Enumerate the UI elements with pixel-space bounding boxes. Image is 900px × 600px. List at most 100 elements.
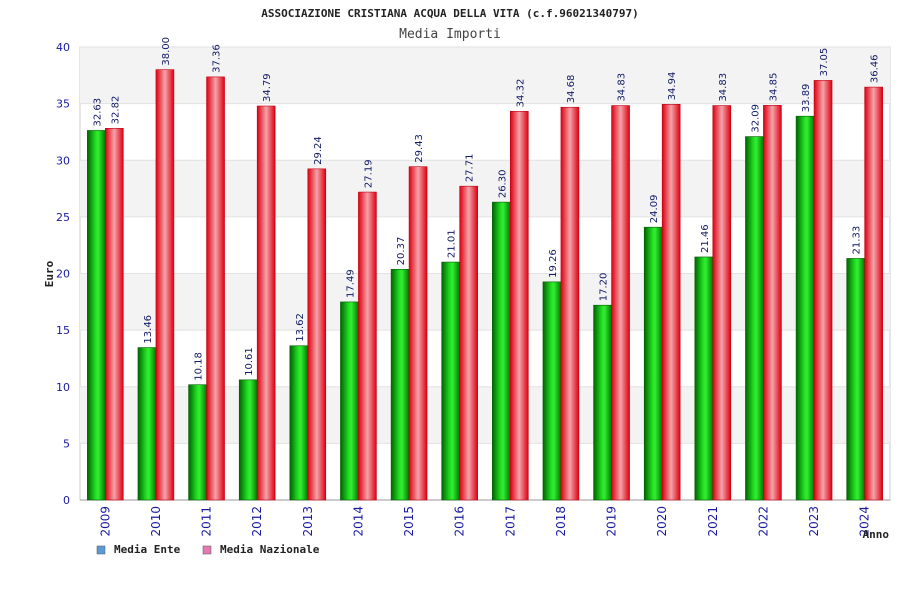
bar-media-ente-2017 xyxy=(492,201,511,501)
bar-media-ente-2021 xyxy=(694,256,714,501)
bar-media-nazionale-2018 xyxy=(560,106,580,501)
bar-media-ente-2016 xyxy=(441,261,460,501)
y-tick-label: 35 xyxy=(56,98,70,111)
value-label-media-nazionale-2010: 38.00 xyxy=(161,37,172,66)
bar-media-nazionale-2023 xyxy=(813,80,833,501)
value-label-media-nazionale-2018: 34.68 xyxy=(566,75,577,104)
bar-media-nazionale-2017 xyxy=(510,111,529,501)
bar-media-ente-2015 xyxy=(390,269,410,501)
bar-media-nazionale-2022 xyxy=(763,105,782,501)
legend-swatch-media-nazionale xyxy=(202,545,212,555)
value-label-media-nazionale-2020: 34.94 xyxy=(667,72,678,101)
bar-media-ente-2011 xyxy=(188,384,207,501)
bar-media-nazionale-2010 xyxy=(155,69,175,501)
x-axis-label: Anno xyxy=(863,528,890,541)
value-label-media-ente-2017: 26.30 xyxy=(497,170,508,199)
value-label-media-ente-2010: 13.46 xyxy=(143,315,154,344)
bar-media-ente-2019 xyxy=(593,304,612,501)
x-tick-label-2023: 2023 xyxy=(807,506,821,537)
value-label-media-ente-2009: 32.63 xyxy=(92,98,103,127)
y-tick-label: 0 xyxy=(63,494,70,507)
value-label-media-nazionale-2017: 34.32 xyxy=(515,79,526,108)
value-label-media-nazionale-2016: 27.71 xyxy=(465,154,476,183)
value-label-media-nazionale-2014: 27.19 xyxy=(363,159,374,188)
value-label-media-ente-2012: 10.61 xyxy=(244,347,255,376)
x-tick-label-2012: 2012 xyxy=(250,506,264,537)
x-tick-label-2016: 2016 xyxy=(453,506,467,537)
value-label-media-nazionale-2011: 37.36 xyxy=(212,44,223,73)
value-label-media-ente-2013: 13.62 xyxy=(295,313,306,342)
value-label-media-ente-2018: 19.26 xyxy=(548,249,559,278)
x-tick-label-2018: 2018 xyxy=(554,506,568,537)
x-tick-label-2013: 2013 xyxy=(301,506,315,537)
y-tick-label: 25 xyxy=(56,211,70,224)
legend-swatch-media-ente xyxy=(96,545,106,555)
y-tick-label: 40 xyxy=(56,41,70,54)
bar-media-nazionale-2016 xyxy=(459,185,478,501)
x-tick-label-2019: 2019 xyxy=(605,506,619,537)
x-tick-label-2011: 2011 xyxy=(200,506,214,537)
chart-title: ASSOCIAZIONE CRISTIANA ACQUA DELLA VITA … xyxy=(261,7,639,20)
value-label-media-ente-2011: 10.18 xyxy=(194,352,205,381)
bar-media-ente-2014 xyxy=(340,301,359,501)
y-tick-label: 30 xyxy=(56,154,70,167)
value-label-media-ente-2014: 17.49 xyxy=(345,269,356,298)
x-tick-label-2017: 2017 xyxy=(503,506,517,537)
bar-media-ente-2020 xyxy=(643,226,663,501)
x-tick-label-2014: 2014 xyxy=(351,506,365,537)
legend-label-media-nazionale: Media Nazionale xyxy=(220,543,320,556)
value-label-media-ente-2022: 32.09 xyxy=(750,104,761,133)
value-label-media-ente-2021: 21.46 xyxy=(700,224,711,253)
bar-media-nazionale-2019 xyxy=(611,105,630,501)
bar-media-nazionale-2012 xyxy=(256,105,276,501)
value-labels: 32.63 32.82 13.46 38.00 10.18 37.36 10.61 34.79… xyxy=(92,37,880,381)
legend: Media Ente Media Nazionale xyxy=(96,543,320,556)
value-label-media-nazionale-2022: 34.85 xyxy=(768,73,779,102)
bar-media-ente-2022 xyxy=(745,136,764,501)
bar-media-ente-2013 xyxy=(289,345,309,501)
x-tick-label-2022: 2022 xyxy=(756,506,770,537)
legend-label-media-ente: Media Ente xyxy=(114,543,181,556)
bar-media-nazionale-2024 xyxy=(864,86,883,501)
value-label-media-nazionale-2013: 29.24 xyxy=(313,136,324,165)
value-label-media-ente-2023: 33.89 xyxy=(801,84,812,113)
y-tick-label: 20 xyxy=(56,268,70,281)
x-axis-ticks: 2009 2010 2011 2012 2013 2014 2015 2016 2017 2018… xyxy=(98,506,871,537)
value-label-media-ente-2016: 21.01 xyxy=(447,229,458,258)
x-tick-label-2009: 2009 xyxy=(98,506,112,537)
chart-subtitle: Media Importi xyxy=(399,27,501,42)
y-tick-label: 5 xyxy=(63,437,70,450)
bar-media-ente-2024 xyxy=(846,258,865,501)
bar-media-ente-2012 xyxy=(238,379,258,501)
bar-media-ente-2010 xyxy=(137,347,157,501)
value-label-media-nazionale-2019: 34.83 xyxy=(617,73,628,102)
value-label-media-ente-2015: 20.37 xyxy=(396,237,407,266)
bar-media-nazionale-2020 xyxy=(661,104,681,501)
bar-media-nazionale-2015 xyxy=(408,166,428,501)
bar-media-nazionale-2021 xyxy=(712,105,732,501)
value-label-media-ente-2024: 21.33 xyxy=(852,226,863,255)
bar-media-ente-2009 xyxy=(87,130,106,501)
value-label-media-nazionale-2021: 34.83 xyxy=(718,73,729,102)
bar-media-ente-2018 xyxy=(542,281,562,501)
bar-media-nazionale-2013 xyxy=(307,168,327,501)
x-tick-label-2010: 2010 xyxy=(149,506,163,537)
y-tick-label: 15 xyxy=(56,324,70,337)
bar-media-nazionale-2014 xyxy=(358,191,377,501)
value-label-media-nazionale-2024: 36.46 xyxy=(870,54,881,83)
y-tick-label: 10 xyxy=(56,381,70,394)
value-label-media-ente-2020: 24.09 xyxy=(649,195,660,224)
bar-media-ente-2023 xyxy=(795,115,815,501)
y-axis-ticks: 0 5 10 15 20 25 30 35 40 xyxy=(56,41,70,507)
value-label-media-nazionale-2023: 37.05 xyxy=(819,48,830,77)
bar-media-nazionale-2009 xyxy=(105,128,124,501)
bar-media-nazionale-2011 xyxy=(206,76,225,501)
value-label-media-nazionale-2009: 32.82 xyxy=(110,96,121,125)
x-tick-label-2024: 2024 xyxy=(858,506,872,537)
x-tick-label-2015: 2015 xyxy=(402,506,416,537)
x-tick-label-2020: 2020 xyxy=(655,506,669,537)
value-label-media-ente-2019: 17.20 xyxy=(599,273,610,302)
bars xyxy=(87,69,883,501)
y-axis-label: Euro xyxy=(43,260,56,287)
